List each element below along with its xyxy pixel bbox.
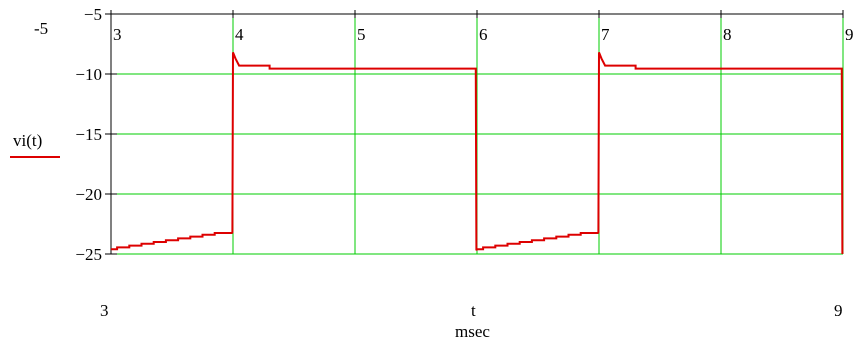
y-outer-min-label: -5 (34, 19, 48, 38)
series-line (111, 52, 844, 255)
x-min-label: 3 (100, 301, 109, 320)
x-tick-label: 5 (357, 25, 366, 44)
y-tick-label: −25 (75, 245, 102, 264)
x-axis-label: t (471, 301, 476, 320)
x-tick-label: 3 (113, 25, 122, 44)
y-tick-label: −20 (75, 185, 102, 204)
x-axis-unit: msec (455, 322, 490, 341)
x-tick-label: 4 (235, 25, 244, 44)
x-tick-label: 8 (723, 25, 732, 44)
series-layer (111, 52, 844, 255)
x-max-label: 9 (834, 301, 843, 320)
y-axis-label: vi(t) (13, 131, 42, 150)
y-tick-label: −5 (84, 5, 102, 24)
x-tick-label: 9 (845, 25, 854, 44)
x-tick-label: 7 (601, 25, 610, 44)
y-tick-label: −10 (75, 65, 102, 84)
y-tick-label: −15 (75, 125, 102, 144)
legend: vi(t) (10, 131, 60, 158)
tick-labels: 3 4 5 6 7 8 9 −5 −10 −15 −20 −25 (75, 5, 853, 264)
x-tick-label: 6 (479, 25, 488, 44)
axes (105, 10, 844, 255)
